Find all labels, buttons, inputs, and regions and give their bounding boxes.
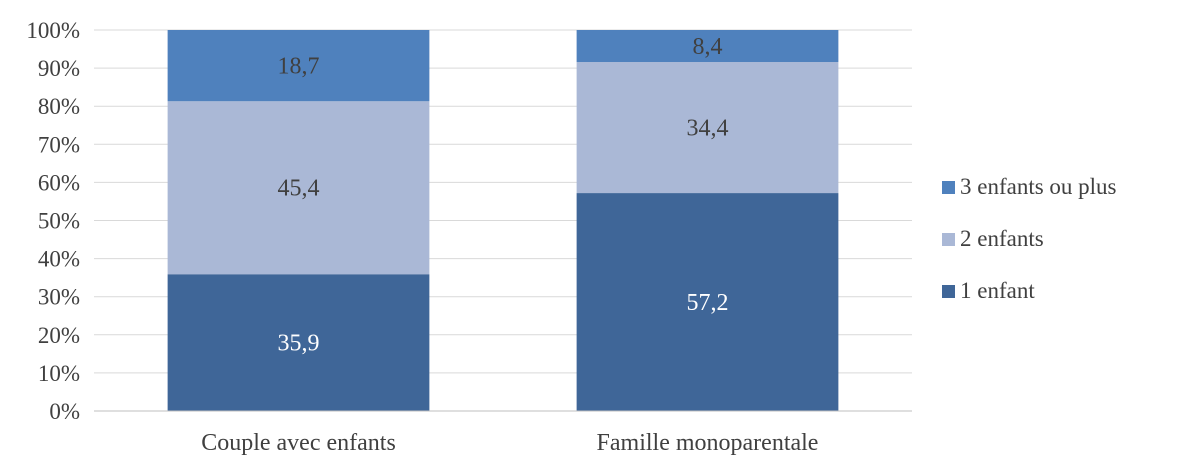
legend-label: 2 enfants — [960, 226, 1044, 251]
y-tick-label: 80% — [38, 94, 80, 119]
bar-segment-1-enfant — [576, 193, 839, 411]
y-tick-label: 90% — [38, 56, 80, 81]
x-category-label: Famille monoparentale — [597, 430, 819, 456]
bar-segment-1-enfant — [167, 274, 430, 411]
legend-swatch — [942, 285, 955, 298]
bar-segment-3-enfants-ou-plus — [167, 30, 430, 102]
data-label: 57,2 — [687, 290, 729, 316]
legend-swatch — [942, 181, 955, 194]
legend-label: 1 enfant — [960, 278, 1035, 303]
legend-label: 3 enfants ou plus — [960, 174, 1117, 199]
x-category-label: Couple avec enfants — [201, 430, 396, 456]
y-tick-label: 50% — [38, 209, 80, 234]
bar-segment-2-enfants — [576, 62, 839, 194]
y-tick-label: 40% — [38, 247, 80, 272]
y-tick-label: 20% — [38, 323, 80, 348]
y-tick-label: 100% — [26, 18, 80, 43]
data-label: 8,4 — [693, 34, 723, 60]
bars: 35,9 45,4 18,7 57,2 34,4 8,4 — [167, 30, 839, 411]
y-tick-label: 70% — [38, 132, 80, 157]
data-label: 18,7 — [278, 54, 320, 80]
bar-segment-3-enfants-ou-plus — [576, 30, 839, 63]
legend-swatch — [942, 233, 955, 246]
data-label: 35,9 — [278, 331, 320, 357]
y-tick-label: 0% — [49, 399, 80, 424]
data-label: 34,4 — [687, 116, 729, 142]
y-tick-label: 10% — [38, 361, 80, 386]
legend: 3 enfants ou plus 2 enfants 1 enfant — [942, 174, 1117, 303]
bar-segment-2-enfants — [167, 101, 430, 275]
axes: 0% 10% 20% 30% 40% 50% 60% 70% 80% 90% 100% Couple … — [26, 18, 912, 456]
data-label: 45,4 — [278, 176, 320, 202]
y-tick-label: 30% — [38, 285, 80, 310]
y-tick-label: 60% — [38, 170, 80, 195]
